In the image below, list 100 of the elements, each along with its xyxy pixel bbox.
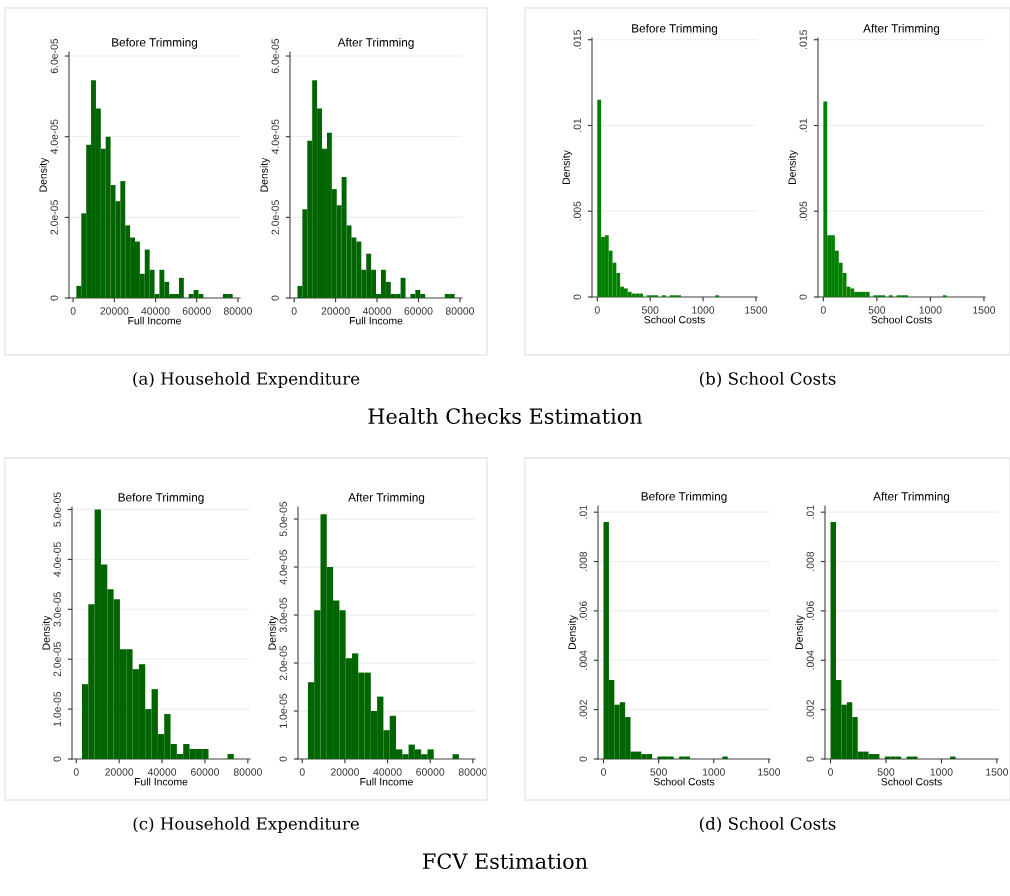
y-tick-label: 0 bbox=[279, 756, 287, 762]
y-tick-label: 4.0e-05 bbox=[50, 119, 58, 155]
y-axis-title: Density bbox=[39, 157, 49, 192]
y-tick-label: .01 bbox=[573, 118, 581, 132]
chart-title: After Trimming bbox=[348, 492, 425, 504]
chart-title: After Trimming bbox=[863, 23, 940, 35]
x-axis-title: School Costs bbox=[881, 777, 942, 786]
y-tick-label: 4.0e-05 bbox=[53, 542, 61, 577]
x-tick-label: 1500 bbox=[745, 306, 768, 314]
x-axis-title: Full Income bbox=[349, 316, 403, 325]
x-tick-label: 0 bbox=[594, 306, 600, 314]
y-tick-label: 2.0e-05 bbox=[271, 200, 279, 235]
x-tick-label: 20000 bbox=[105, 768, 134, 776]
x-tick-label: 500 bbox=[650, 768, 667, 776]
x-tick-label: 60000 bbox=[416, 768, 445, 776]
x-tick-label: 1500 bbox=[986, 768, 1009, 776]
x-axis-title: School Costs bbox=[871, 315, 932, 324]
y-tick-label: .002 bbox=[806, 700, 814, 719]
y-tick-label: .008 bbox=[579, 551, 587, 571]
y-axis-title: Density bbox=[568, 615, 578, 650]
x-tick-label: 1000 bbox=[702, 768, 725, 776]
y-tick-label: .005 bbox=[573, 201, 581, 221]
x-tick-label: 1000 bbox=[919, 306, 942, 314]
y-axis-title: Density bbox=[562, 150, 572, 185]
y-tick-label: .01 bbox=[579, 505, 587, 519]
x-tick-label: 60000 bbox=[191, 768, 220, 776]
y-tick-label: .005 bbox=[799, 201, 807, 221]
chart-title: After Trimming bbox=[337, 37, 414, 49]
x-tick-label: 1500 bbox=[758, 768, 781, 776]
text: (b) School Costs bbox=[699, 371, 836, 388]
y-tick-label: 0 bbox=[53, 756, 61, 762]
x-tick-label: 0 bbox=[291, 307, 297, 315]
y-axis-title: Density bbox=[260, 157, 270, 192]
y-tick-label: 4.0e-05 bbox=[271, 119, 279, 155]
y-tick-label: 0 bbox=[799, 294, 807, 300]
chart-title: After Trimming bbox=[873, 491, 950, 503]
text: (a) Household Expenditure bbox=[133, 371, 360, 389]
y-tick-label: 5.0e-05 bbox=[279, 501, 287, 537]
y-tick-label: 3.0e-05 bbox=[279, 597, 287, 633]
y-tick-label: 0 bbox=[50, 295, 58, 301]
x-tick-label: 20000 bbox=[330, 768, 359, 776]
y-tick-label: 1.0e-05 bbox=[53, 691, 61, 726]
x-tick-label: 0 bbox=[828, 768, 834, 776]
y-tick-label: 0 bbox=[573, 294, 581, 300]
y-axis-title: Density bbox=[795, 615, 805, 650]
y-axis-title: Density bbox=[788, 150, 798, 185]
text: FCV Estimation bbox=[423, 853, 588, 870]
y-tick-label: .004 bbox=[806, 650, 814, 670]
x-axis-title: School Costs bbox=[644, 315, 705, 324]
text: Health Checks Estimation bbox=[368, 407, 643, 425]
x-tick-label: 80000 bbox=[223, 307, 253, 315]
y-tick-label: .002 bbox=[579, 700, 587, 719]
y-tick-label: 0 bbox=[579, 756, 587, 762]
y-tick-label: 3.0e-05 bbox=[53, 592, 61, 627]
x-tick-label: 60000 bbox=[182, 307, 211, 315]
y-axis-title: Density bbox=[268, 615, 278, 650]
x-tick-label: 500 bbox=[877, 768, 895, 776]
x-axis-title: Full Income bbox=[128, 316, 181, 325]
x-tick-label: 40000 bbox=[362, 307, 392, 315]
x-tick-label: 0 bbox=[73, 768, 79, 776]
y-tick-label: 4.0e-05 bbox=[279, 549, 287, 585]
x-tick-label: 40000 bbox=[373, 768, 402, 776]
y-tick-label: 6.0e-05 bbox=[50, 38, 58, 74]
x-tick-label: 500 bbox=[641, 306, 659, 314]
x-tick-label: 20000 bbox=[100, 307, 129, 315]
x-tick-label: 500 bbox=[868, 306, 886, 314]
y-tick-label: 5.0e-05 bbox=[53, 492, 61, 527]
y-tick-label: 2.0e-05 bbox=[279, 645, 287, 681]
y-tick-label: 2.0e-05 bbox=[53, 641, 61, 677]
x-axis-title: Full Income bbox=[134, 777, 188, 786]
y-tick-label: .015 bbox=[799, 30, 807, 49]
x-tick-label: 40000 bbox=[147, 768, 177, 776]
x-axis-title: Full Income bbox=[360, 777, 413, 786]
y-tick-label: 0 bbox=[271, 295, 279, 301]
x-tick-label: 0 bbox=[70, 307, 76, 315]
y-tick-label: 2.0e-05 bbox=[50, 200, 58, 235]
x-tick-label: 0 bbox=[820, 306, 826, 314]
x-tick-label: 80000 bbox=[458, 768, 487, 776]
x-tick-label: 80000 bbox=[233, 768, 262, 776]
y-tick-label: .008 bbox=[806, 551, 814, 571]
x-tick-label: 0 bbox=[299, 768, 305, 776]
x-tick-label: 1000 bbox=[692, 306, 715, 314]
chart-title: Before Trimming bbox=[632, 23, 718, 35]
x-tick-label: 20000 bbox=[321, 307, 350, 315]
chart-title: Before Trimming bbox=[118, 492, 204, 504]
x-tick-label: 60000 bbox=[404, 307, 433, 315]
y-axis-title: Density bbox=[42, 615, 52, 650]
y-tick-label: .004 bbox=[579, 650, 587, 670]
x-tick-label: 80000 bbox=[445, 307, 474, 315]
text: (d) School Costs bbox=[699, 816, 836, 833]
y-tick-label: .01 bbox=[799, 118, 807, 132]
x-axis-title: School Costs bbox=[653, 777, 715, 786]
y-tick-label: .006 bbox=[579, 601, 587, 621]
y-tick-label: .01 bbox=[806, 505, 814, 519]
chart-title: Before Trimming bbox=[641, 491, 727, 503]
y-tick-label: 0 bbox=[806, 756, 814, 762]
text: (c) Household Expenditure bbox=[133, 816, 359, 834]
y-tick-label: 1.0e-05 bbox=[279, 693, 287, 728]
x-tick-label: 40000 bbox=[141, 307, 170, 315]
y-tick-label: 6.0e-05 bbox=[271, 38, 279, 74]
